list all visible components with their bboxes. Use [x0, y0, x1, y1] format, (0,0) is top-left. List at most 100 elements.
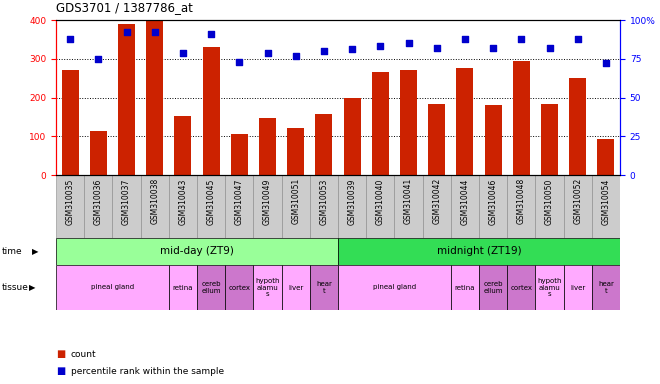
Text: percentile rank within the sample: percentile rank within the sample: [71, 367, 224, 376]
Point: [93, 56, 104, 62]
Bar: [310, 265, 338, 310]
Text: GSM310044: GSM310044: [461, 178, 469, 225]
Bar: [592, 175, 620, 238]
Text: GSM310036: GSM310036: [94, 178, 103, 225]
Text: GSM310051: GSM310051: [291, 178, 300, 224]
Bar: [84, 175, 112, 238]
Bar: [174, 116, 191, 175]
Point: [149, 29, 160, 35]
Bar: [169, 265, 197, 310]
Text: GSM310039: GSM310039: [348, 178, 356, 225]
Point: [234, 59, 245, 65]
Bar: [338, 175, 366, 238]
Text: hear
t: hear t: [598, 281, 614, 294]
Text: GSM310054: GSM310054: [601, 178, 610, 225]
Text: GDS3701 / 1387786_at: GDS3701 / 1387786_at: [56, 1, 193, 14]
Bar: [141, 175, 169, 238]
Bar: [282, 265, 310, 310]
Bar: [395, 175, 422, 238]
Text: time: time: [2, 247, 22, 256]
Text: GSM310038: GSM310038: [150, 178, 159, 224]
Text: GSM310035: GSM310035: [65, 178, 75, 225]
Text: liver: liver: [570, 285, 585, 291]
Text: GSM310043: GSM310043: [178, 178, 187, 225]
Bar: [56, 238, 338, 265]
Text: GSM310047: GSM310047: [235, 178, 244, 225]
Bar: [564, 175, 592, 238]
Text: GSM310040: GSM310040: [376, 178, 385, 225]
Text: mid-day (ZT9): mid-day (ZT9): [160, 247, 234, 257]
Bar: [225, 265, 253, 310]
Bar: [535, 175, 564, 238]
Bar: [315, 114, 333, 175]
Bar: [484, 105, 502, 175]
Bar: [231, 134, 248, 175]
Bar: [118, 24, 135, 175]
Bar: [422, 175, 451, 238]
Bar: [147, 21, 163, 175]
Bar: [428, 104, 445, 175]
Bar: [344, 98, 360, 175]
Bar: [203, 47, 220, 175]
Bar: [507, 265, 535, 310]
Bar: [372, 71, 389, 175]
Bar: [56, 175, 84, 238]
Point: [319, 48, 329, 54]
Point: [488, 45, 498, 51]
Text: GSM310050: GSM310050: [545, 178, 554, 225]
Point: [121, 29, 132, 35]
Text: GSM310049: GSM310049: [263, 178, 272, 225]
Text: GSM310041: GSM310041: [404, 178, 413, 224]
Text: hypoth
alamu
s: hypoth alamu s: [537, 278, 562, 298]
Point: [544, 45, 555, 51]
Text: liver: liver: [288, 285, 304, 291]
Bar: [253, 265, 282, 310]
Text: pineal gland: pineal gland: [91, 285, 134, 291]
Point: [178, 50, 188, 56]
Bar: [535, 265, 564, 310]
Text: pineal gland: pineal gland: [373, 285, 416, 291]
Text: GSM310048: GSM310048: [517, 178, 526, 224]
Text: GSM310052: GSM310052: [573, 178, 582, 224]
Point: [516, 36, 527, 42]
Point: [346, 46, 357, 53]
Point: [459, 36, 470, 42]
Text: ■: ■: [56, 366, 65, 376]
Bar: [479, 175, 507, 238]
Text: cortex: cortex: [228, 285, 250, 291]
Text: GSM310045: GSM310045: [207, 178, 216, 225]
Bar: [479, 265, 507, 310]
Point: [262, 50, 273, 56]
Bar: [541, 104, 558, 175]
Bar: [61, 70, 79, 175]
Point: [403, 40, 414, 46]
Text: ▶: ▶: [29, 283, 36, 292]
Text: ▶: ▶: [32, 247, 38, 256]
Bar: [451, 175, 479, 238]
Bar: [90, 131, 107, 175]
Text: hypoth
alamu
s: hypoth alamu s: [255, 278, 280, 298]
Text: ■: ■: [56, 349, 65, 359]
Text: retina: retina: [173, 285, 193, 291]
Point: [375, 43, 385, 50]
Text: midnight (ZT19): midnight (ZT19): [437, 247, 521, 257]
Bar: [564, 265, 592, 310]
Bar: [569, 78, 586, 175]
Bar: [287, 128, 304, 175]
Bar: [597, 139, 614, 175]
Text: GSM310037: GSM310037: [122, 178, 131, 225]
Bar: [366, 175, 395, 238]
Bar: [282, 175, 310, 238]
Bar: [259, 118, 276, 175]
Bar: [338, 265, 451, 310]
Bar: [592, 265, 620, 310]
Bar: [507, 175, 535, 238]
Text: GSM310042: GSM310042: [432, 178, 441, 224]
Text: hear
t: hear t: [316, 281, 332, 294]
Bar: [253, 175, 282, 238]
Bar: [169, 175, 197, 238]
Text: GSM310053: GSM310053: [319, 178, 329, 225]
Bar: [338, 238, 620, 265]
Point: [432, 45, 442, 51]
Text: GSM310046: GSM310046: [488, 178, 498, 225]
